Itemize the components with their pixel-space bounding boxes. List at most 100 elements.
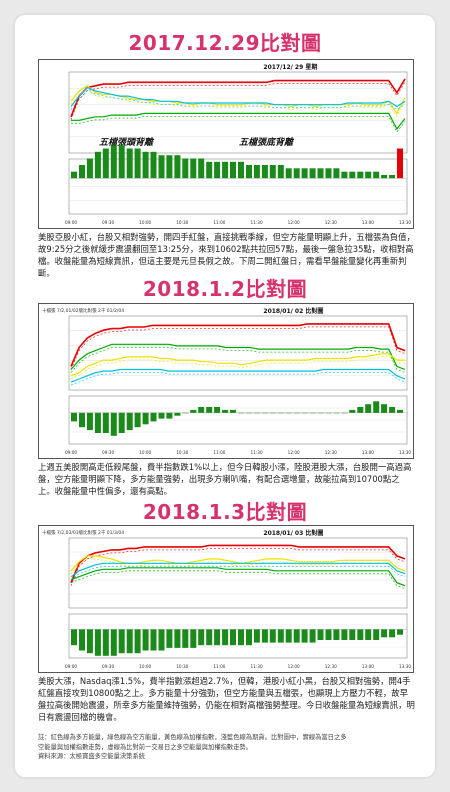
short-energy-line xyxy=(71,112,406,131)
volume-bar xyxy=(301,629,308,643)
volume-bar xyxy=(230,161,236,179)
volume-bar xyxy=(389,407,396,413)
volume-bar xyxy=(71,171,77,179)
volume-bar xyxy=(158,629,165,651)
volume-bar xyxy=(333,168,340,179)
volume-bar xyxy=(86,158,93,179)
volume-bar xyxy=(222,629,229,646)
volume-bar xyxy=(134,629,141,654)
price-panel xyxy=(68,537,408,609)
volume-bar xyxy=(277,629,284,643)
volume-bar xyxy=(126,148,133,179)
x-tick-label: 09:00 xyxy=(65,450,77,455)
x-tick-label: 12:00 xyxy=(288,450,300,455)
volume-bar xyxy=(381,175,388,179)
long-energy-line-compare xyxy=(70,326,406,370)
volume-bar xyxy=(71,412,77,422)
volume-bar xyxy=(79,412,85,428)
energy-chart-2: 十檔張 7/2,01/02版比對張 2千 01/2/04 2018/01/ 02 … xyxy=(38,303,414,459)
volume-bar xyxy=(325,168,332,179)
x-tick-label: 13:00 xyxy=(362,220,374,225)
x-tick-label: 11:30 xyxy=(251,664,263,669)
volume-bar xyxy=(365,629,372,640)
volume-bar xyxy=(79,165,85,179)
volume-bar xyxy=(230,629,236,646)
short-energy-line xyxy=(70,567,406,587)
long-energy-line xyxy=(70,323,406,367)
volume-bar xyxy=(166,412,173,419)
volume-bar xyxy=(174,155,181,179)
volume-bar xyxy=(126,629,133,654)
volume-bar xyxy=(285,629,292,643)
chart-date-label: 2018/01/ 03 比對圖 xyxy=(263,529,323,537)
volume-bar xyxy=(317,629,324,640)
volume-bar xyxy=(333,412,340,414)
x-tick-label: 10:30 xyxy=(176,220,188,225)
volume-bar xyxy=(110,412,117,436)
energy-chart-svg: 十檔張 7/2,01/02版比對張 2千 01/2/04 2018/01/ 02 … xyxy=(42,307,411,455)
volume-bar xyxy=(325,629,332,640)
x-tick-label: 09:00 xyxy=(65,220,77,225)
divergence-annotation: 五檔張底背離 xyxy=(239,137,295,148)
section-title-1: 2017.12.29比對圖 xyxy=(128,31,322,55)
volume-bar xyxy=(317,412,324,414)
chart-header-info: 十檔張 7/2,03/03版比對張 2千 01/3/04 xyxy=(42,529,124,536)
volume-bar xyxy=(357,171,364,179)
volume-bar xyxy=(110,629,117,656)
volume-bar xyxy=(309,412,316,414)
x-tick-label: 11:00 xyxy=(213,450,225,455)
volume-bar xyxy=(79,629,85,651)
volume-bar xyxy=(349,629,356,640)
note-line-2: 空能量與加權指數走勢，虛線為比對前一交易日之多空能量與加權指數走勢。 xyxy=(38,743,253,751)
x-tick-label: 10:00 xyxy=(139,664,151,669)
x-tick-label: 12:30 xyxy=(325,450,337,455)
volume-bar xyxy=(349,171,356,179)
volume-bar xyxy=(397,409,403,413)
x-tick-label: 11:00 xyxy=(213,220,225,225)
x-tick-label: 10:00 xyxy=(139,450,151,455)
volume-bar xyxy=(269,412,276,414)
volume-bar xyxy=(214,629,221,646)
volume-bar xyxy=(150,629,157,651)
volume-bar xyxy=(206,629,213,646)
volume-bar xyxy=(317,168,324,179)
index-line-compare xyxy=(70,88,406,118)
x-tick-label: 09:30 xyxy=(102,450,114,455)
volume-bar xyxy=(301,412,308,414)
volume-bar xyxy=(261,165,268,179)
volume-bar xyxy=(134,148,141,179)
long-energy-line-compare xyxy=(70,81,406,120)
x-tick-label: 13:00 xyxy=(362,664,374,669)
volume-bar xyxy=(158,412,165,419)
volume-bar xyxy=(365,171,372,179)
volume-bar xyxy=(71,629,77,646)
futures-line xyxy=(70,368,406,383)
volume-bar xyxy=(190,409,197,413)
volume-bar xyxy=(301,168,308,179)
volume-bar xyxy=(397,629,403,635)
volume-bar xyxy=(222,409,229,413)
volume-bar xyxy=(86,629,93,654)
volume-bar xyxy=(365,404,372,413)
volume-bar xyxy=(206,407,213,413)
x-tick-label: 13:30 xyxy=(399,664,411,669)
x-tick-label: 11:30 xyxy=(251,220,263,225)
volume-bar xyxy=(293,412,300,414)
volume-bar xyxy=(373,401,380,413)
volume-bar xyxy=(118,412,125,433)
volume-bar xyxy=(277,165,284,179)
volume-bar xyxy=(94,412,101,433)
volume-bar xyxy=(102,148,109,179)
volume-bar xyxy=(94,629,101,656)
volume-bar xyxy=(381,629,388,638)
volume-bar xyxy=(142,412,149,425)
volume-bar xyxy=(174,629,181,648)
chart-date-label: 2018/01/ 02 比對圖 xyxy=(263,307,323,315)
volume-bar xyxy=(389,175,396,179)
x-tick-label: 13:00 xyxy=(362,450,374,455)
volume-bar xyxy=(190,158,197,179)
chart-header-info: 十檔張 7/2,01/02版比對張 2千 01/2/04 xyxy=(42,307,124,314)
x-tick-label: 10:30 xyxy=(176,450,188,455)
volume-bar xyxy=(293,629,300,643)
